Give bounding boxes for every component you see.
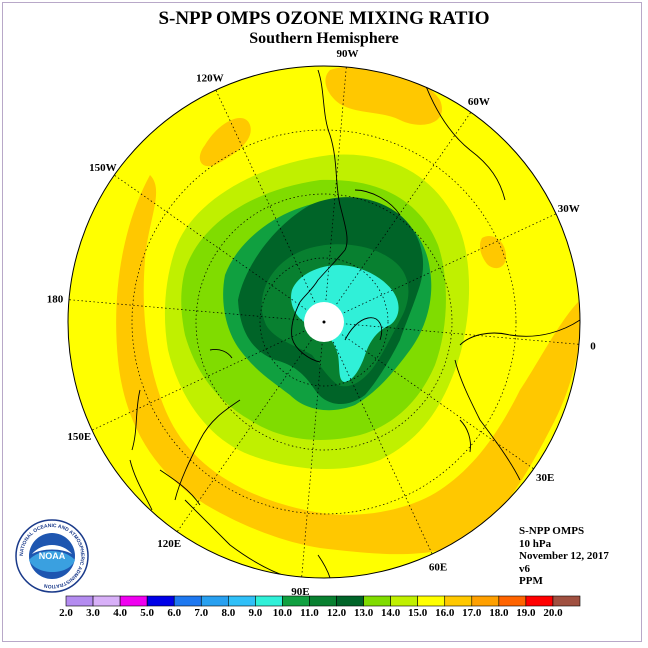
longitude-label: 90E bbox=[291, 586, 309, 598]
graticule bbox=[68, 66, 580, 578]
colorbar-swatch bbox=[119, 595, 148, 607]
meridian-line bbox=[336, 112, 472, 305]
colorbar-swatch bbox=[255, 595, 283, 607]
meridian-line bbox=[332, 341, 433, 555]
longitude-label: 90W bbox=[337, 48, 359, 60]
level-label: 10 hPa bbox=[519, 537, 552, 550]
meridian-line bbox=[176, 339, 312, 532]
meridian-line bbox=[325, 66, 347, 301]
colorbar-swatch bbox=[200, 595, 229, 607]
meridian-line bbox=[114, 174, 307, 310]
meridian-line bbox=[68, 299, 303, 321]
longitude-label: 120E bbox=[157, 538, 181, 550]
longitude-label: 30W bbox=[558, 203, 580, 215]
image-frame bbox=[2, 2, 642, 642]
map-subtitle: Southern Hemisphere bbox=[249, 30, 399, 47]
colorbar-tick-label: 12.0 bbox=[326, 607, 347, 619]
orange-patch-east bbox=[479, 235, 507, 269]
colorbar-tick-label: 6.0 bbox=[167, 607, 182, 619]
meridian-line bbox=[91, 330, 305, 431]
longitude-label: 150E bbox=[67, 431, 91, 443]
coastlines bbox=[129, 69, 580, 578]
version-label: v6 bbox=[519, 562, 530, 575]
date-label: November 12, 2017 bbox=[519, 550, 609, 562]
map-boundary bbox=[67, 65, 581, 579]
colorbar-swatch bbox=[444, 595, 473, 607]
colorbar-swatch bbox=[173, 595, 202, 607]
colorbar-swatch bbox=[92, 595, 121, 607]
longitude-label: 180 bbox=[47, 293, 64, 305]
map-title: S-NPP OMPS OZONE MIXING RATIO bbox=[158, 8, 490, 29]
instrument-label: S-NPP OMPS bbox=[519, 525, 585, 537]
colorbar-tick-label: 9.0 bbox=[248, 607, 263, 619]
colorbar-tick-label: 2.0 bbox=[59, 607, 73, 619]
longitude-label: 30E bbox=[536, 472, 554, 484]
colorbar-tick-label: 8.0 bbox=[221, 607, 236, 619]
colorbar-tick-label: 5.0 bbox=[140, 607, 155, 619]
meridian-line bbox=[215, 89, 316, 303]
colorbar-tick-label: 4.0 bbox=[113, 607, 127, 619]
colorbar-tick-label: 18.0 bbox=[489, 607, 509, 619]
colorbar-swatch bbox=[498, 595, 527, 607]
colorbar-swatch bbox=[336, 595, 364, 607]
colorbar-swatch bbox=[65, 595, 94, 607]
cyan-core bbox=[291, 265, 399, 382]
longitude-label: 60W bbox=[468, 96, 490, 108]
colorbar-tick-label: 17.0 bbox=[462, 607, 482, 619]
colorbar-swatch bbox=[552, 595, 581, 607]
colorbar-tick-label: 15.0 bbox=[408, 607, 428, 619]
meridian-line bbox=[301, 343, 323, 578]
longitude-label: 0 bbox=[590, 341, 596, 353]
meridian-line bbox=[341, 334, 534, 470]
colorbar-swatch bbox=[417, 595, 446, 607]
colorbar-tick-label: 19.0 bbox=[516, 607, 536, 619]
colorbar-tick-label: 14.0 bbox=[381, 607, 401, 619]
colorbar-swatch bbox=[228, 595, 256, 607]
meridian-line bbox=[343, 213, 557, 314]
colorbar-tick-label: 13.0 bbox=[353, 607, 374, 619]
colorbar-swatch bbox=[282, 595, 310, 607]
colorbar-swatch bbox=[471, 595, 500, 607]
longitude-label: 150W bbox=[89, 162, 117, 174]
colorbar-tick-label: 16.0 bbox=[435, 607, 455, 619]
units-label: PPM bbox=[519, 575, 543, 587]
colorbar-swatch bbox=[146, 595, 175, 607]
colorbar-tick-label: 3.0 bbox=[86, 607, 100, 619]
info-block: S-NPP OMPS 10 hPa November 12, 2017 v6 P… bbox=[519, 525, 609, 588]
colorbar-swatch bbox=[525, 595, 554, 607]
noaa-logo: NATIONAL OCEANIC AND ATMOSPHERIC ADMINIS… bbox=[15, 519, 89, 593]
colorbar-swatch bbox=[309, 595, 337, 607]
colorbar-tick-label: 11.0 bbox=[300, 607, 319, 619]
longitude-label: 120W bbox=[196, 72, 224, 84]
logo-text: NOAA bbox=[39, 551, 66, 561]
colorbar-swatch bbox=[363, 595, 391, 607]
longitude-label: 60E bbox=[429, 562, 447, 574]
colorbar-tick-label: 7.0 bbox=[194, 607, 209, 619]
colorbar-swatch bbox=[390, 595, 418, 607]
colorbar-tick-label: 10.0 bbox=[272, 607, 293, 619]
orange-patch-nw bbox=[199, 117, 251, 167]
pole-dot bbox=[322, 320, 326, 324]
meridian-line bbox=[345, 323, 580, 345]
colorbar-tick-label: 20.0 bbox=[543, 607, 563, 619]
